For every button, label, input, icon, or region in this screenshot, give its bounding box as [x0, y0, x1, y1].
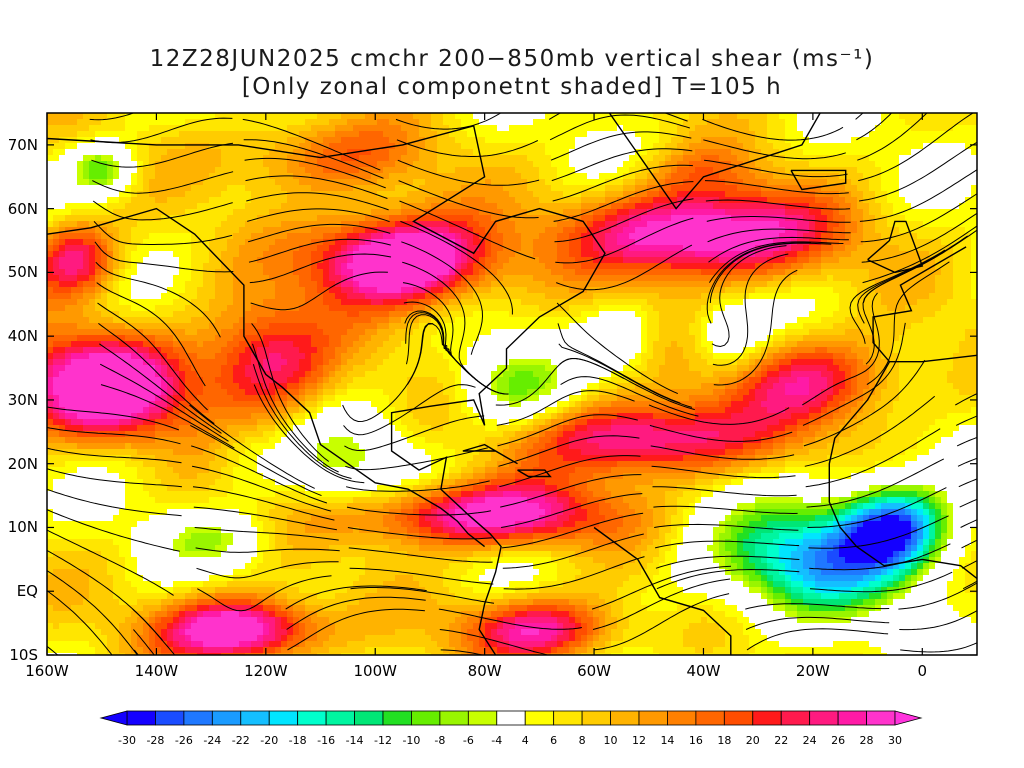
colorbar-label: -8: [434, 734, 446, 747]
colorbar-label: -26: [174, 734, 193, 747]
colorbar-label: 14: [660, 734, 675, 747]
colorbar-swatch: [297, 710, 327, 726]
colorbar-swatch: [325, 710, 355, 726]
colorbar-label: 10: [603, 734, 618, 747]
lat-tick-label: 30N: [7, 390, 38, 409]
lat-tick-label: 10S: [9, 646, 38, 664]
colorbar-swatch: [780, 710, 811, 726]
colorbar-label: -14: [345, 734, 364, 747]
colorbar-label: 12: [632, 734, 646, 747]
colorbar-swatch: [382, 710, 412, 726]
lon-tick-label: 20W: [795, 662, 830, 680]
colorbar-label: -16: [317, 734, 336, 747]
colorbar-label: 20: [745, 734, 760, 747]
colorbar-swatch: [268, 710, 299, 726]
colorbar-label: -10: [402, 734, 421, 747]
lon-tick-label: 80W: [467, 662, 502, 680]
shading-field: [47, 113, 977, 655]
colorbar-swatch: [467, 710, 498, 726]
lon-tick-label: 60W: [577, 662, 611, 680]
lon-tick-label: 100W: [353, 662, 397, 680]
colorbar-swatch: [667, 710, 697, 726]
colorbar-swatch: [183, 710, 213, 726]
colorbar-max-arrow: [894, 710, 923, 726]
colorbar-label: 28: [859, 734, 874, 747]
colorbar-label: -6: [462, 734, 474, 747]
colorbar-swatch: [411, 710, 441, 726]
lon-tick-label: 40W: [686, 662, 721, 680]
lat-tick-label: 70N: [7, 135, 38, 154]
map-title: 12Z28JUN2025 cmchr 200−850mb vertical sh…: [149, 46, 875, 72]
colorbar-swatch: [496, 710, 526, 726]
colorbar-swatch: [723, 710, 754, 726]
colorbar-label: 22: [774, 734, 789, 747]
lat-tick-label: EQ: [16, 582, 38, 601]
map-frame: [46, 112, 978, 656]
coastlines: [47, 113, 977, 655]
colorbar-swatch: [524, 710, 555, 726]
colorbar-swatch: [638, 710, 668, 726]
lat-tick-label: 50N: [7, 263, 38, 282]
colorbar-label: 24: [802, 734, 817, 747]
colorbar-label: 18: [717, 734, 732, 747]
colorbar-swatch: [126, 710, 156, 726]
lat-tick-label: 40N: [7, 327, 38, 346]
lon-tick-label: 160W: [25, 662, 69, 680]
lon-tick-label: 0: [917, 662, 928, 680]
colorbar-label: -30: [118, 734, 136, 747]
colorbar-label: 16: [688, 734, 703, 747]
colorbar-label: 8: [578, 734, 586, 747]
colorbar-label: 6: [550, 734, 558, 747]
colorbar-swatch: [866, 710, 896, 726]
map-subtitle: [Only zonal componetnt shaded] T=105 h: [241, 74, 783, 100]
colorbar-swatch: [752, 710, 782, 726]
colorbar-label: 26: [831, 734, 846, 747]
colorbar-label: -4: [491, 734, 503, 747]
colorbar-label: -28: [146, 734, 165, 747]
colorbar-label: -20: [260, 734, 279, 747]
colorbar-label: -22: [231, 734, 250, 747]
colorbar-swatch: [695, 710, 725, 726]
colorbar-label: -12: [374, 734, 392, 747]
colorbar-swatch: [240, 710, 270, 726]
colorbar-swatch: [809, 710, 839, 726]
colorbar-label: -24: [203, 734, 222, 747]
colorbar-label: 4: [521, 734, 529, 747]
colorbar-swatch: [553, 710, 583, 726]
colorbar-swatch: [439, 710, 469, 726]
lat-tick-label: 60N: [7, 199, 38, 218]
colorbar-swatch: [837, 710, 867, 726]
colorbar-swatch: [211, 710, 242, 726]
lat-tick-label: 10N: [7, 518, 38, 537]
colorbar-min-arrow: [99, 710, 128, 726]
lat-tick-label: 20N: [7, 454, 38, 473]
colorbar-swatch: [581, 710, 611, 726]
colorbar-swatch: [354, 710, 384, 726]
colorbar-swatch: [155, 710, 185, 726]
colorbar: [99, 710, 923, 726]
colorbar-label: -18: [288, 734, 307, 747]
lon-tick-label: 120W: [244, 662, 288, 680]
lon-tick-label: 140W: [134, 662, 179, 680]
colorbar-label: 30: [888, 734, 902, 747]
colorbar-swatch: [610, 710, 640, 726]
